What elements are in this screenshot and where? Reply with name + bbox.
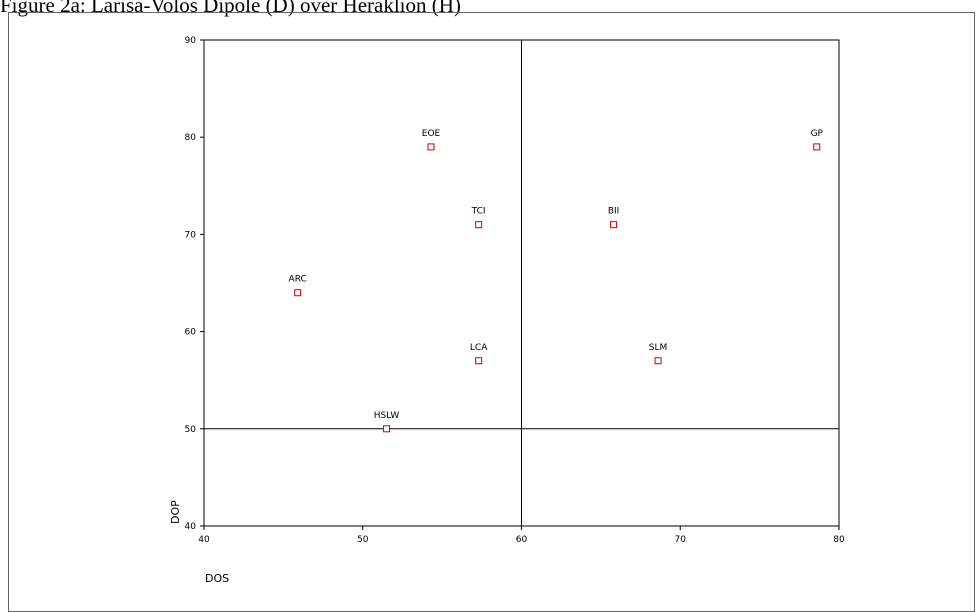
y-tick-label: 70 — [185, 230, 197, 240]
data-point-label: TCI — [471, 207, 486, 217]
data-point-marker — [654, 357, 662, 365]
x-tick-label: 40 — [198, 535, 210, 545]
y-axis-label: DOP — [169, 500, 182, 524]
data-point-label: LCA — [470, 343, 488, 353]
y-tick-label: 40 — [185, 522, 197, 532]
scatter-chart: 40 50 60 70 80 40 50 60 70 80 90 EOE GP TCI BII ARC LC… — [169, 36, 845, 585]
data-point-marker — [294, 289, 302, 297]
x-tick-label: 50 — [357, 535, 369, 545]
y-tick-label: 60 — [185, 328, 197, 338]
data-point-marker — [610, 221, 618, 229]
data-points: EOE GP TCI BII ARC LCA SLM HSLW — [289, 129, 824, 433]
data-point-label: ARC — [289, 275, 307, 285]
x-tick-label: 70 — [675, 535, 687, 545]
data-point-marker — [813, 143, 821, 151]
x-axis-ticks: 40 50 60 70 80 — [198, 526, 845, 545]
x-tick-label: 60 — [516, 535, 528, 545]
data-point-marker — [475, 221, 483, 229]
data-point-marker — [383, 425, 391, 433]
y-tick-label: 80 — [185, 133, 197, 143]
data-point-label: GP — [811, 129, 824, 139]
y-axis-ticks: 40 50 60 70 80 90 — [185, 36, 204, 532]
data-point-label: EOE — [422, 129, 441, 139]
data-point-marker — [427, 143, 435, 151]
data-point-label: SLM — [649, 343, 668, 353]
data-point-label: BII — [608, 207, 619, 217]
y-tick-label: 90 — [185, 36, 197, 46]
data-point-marker — [475, 357, 483, 365]
y-tick-label: 50 — [185, 425, 197, 435]
x-axis-label: DOS — [205, 572, 229, 585]
x-tick-label: 80 — [833, 535, 845, 545]
data-point-label: HSLW — [374, 411, 400, 421]
